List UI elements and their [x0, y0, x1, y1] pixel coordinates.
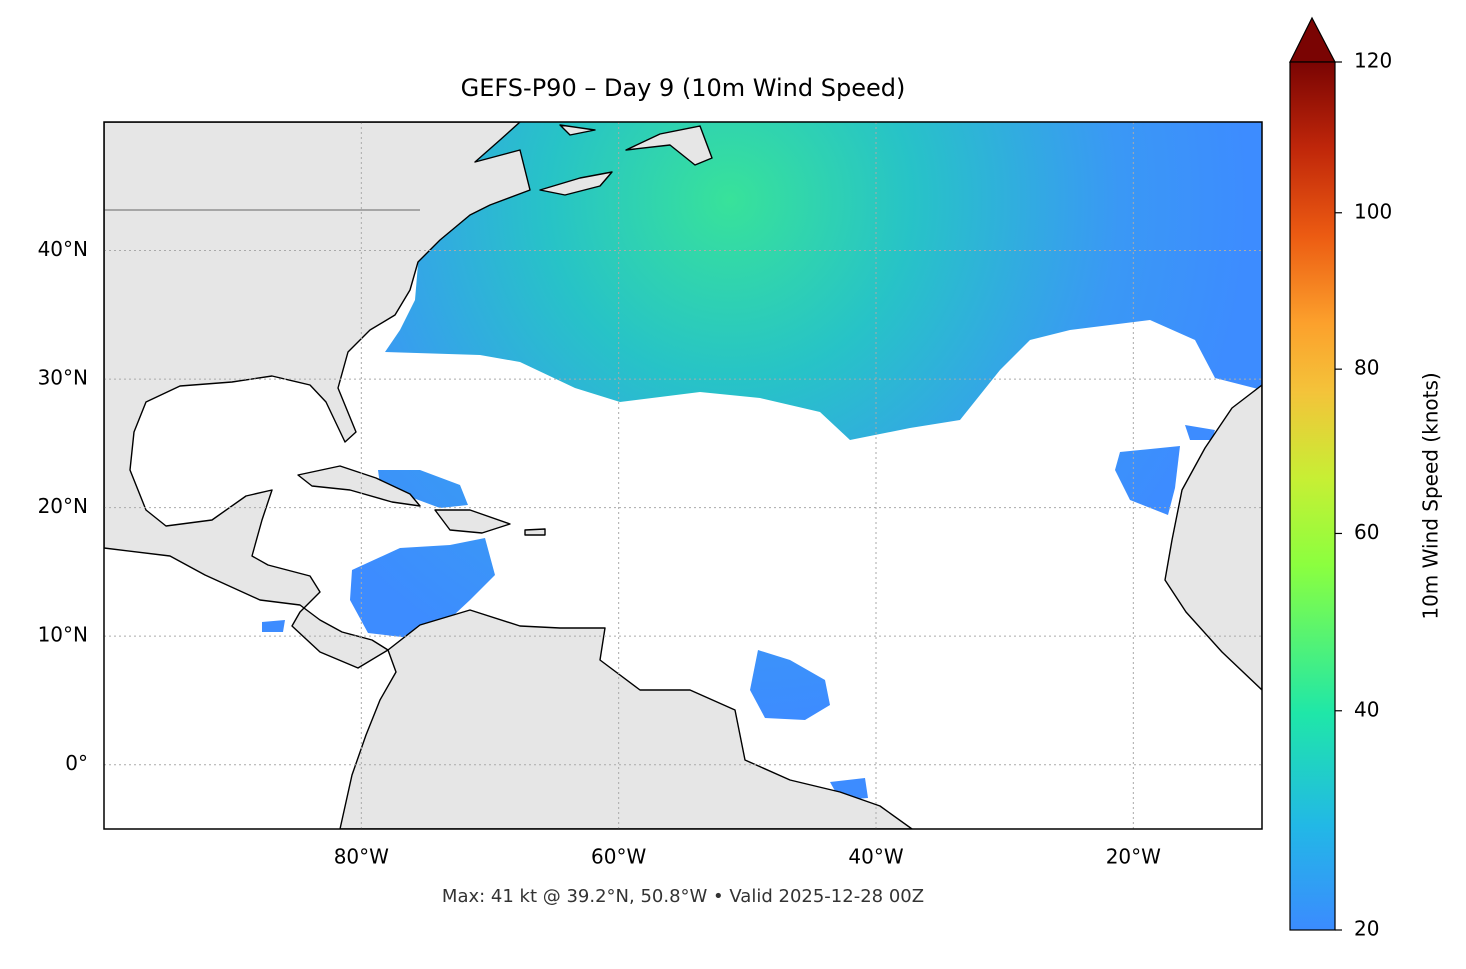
colorbar-label: 10m Wind Speed (knots) [1419, 372, 1443, 619]
colorbar-extend [1289, 16, 1336, 63]
colorbar [1289, 61, 1336, 931]
x-tick-label: 60°W [591, 845, 646, 869]
colorbar-tick-label: 80 [1354, 356, 1379, 380]
y-tick-label: 30°N [38, 366, 88, 390]
colorbar-tick-label: 40 [1354, 697, 1379, 721]
colorbar-tick-label: 60 [1354, 520, 1379, 544]
x-tick-label: 40°W [848, 845, 903, 869]
map-title: GEFS-P90 – Day 9 (10m Wind Speed) [461, 74, 906, 102]
colorbar-tick-label: 120 [1354, 49, 1392, 73]
colorbar-tick-label: 20 [1354, 917, 1379, 941]
x-tick-label: 20°W [1106, 845, 1161, 869]
x-tick-label: 80°W [334, 845, 389, 869]
y-tick-label: 0° [65, 751, 88, 775]
land [104, 122, 1262, 829]
y-tick-label: 40°N [38, 237, 88, 261]
y-tick-label: 10°N [38, 623, 88, 647]
colorbar-tick-label: 100 [1354, 199, 1392, 223]
map-area [104, 122, 1262, 829]
y-tick-label: 20°N [38, 494, 88, 518]
map-frame [103, 121, 1263, 830]
footer-note: Max: 41 kt @ 39.2°N, 50.8°W • Valid 2025… [442, 886, 924, 907]
